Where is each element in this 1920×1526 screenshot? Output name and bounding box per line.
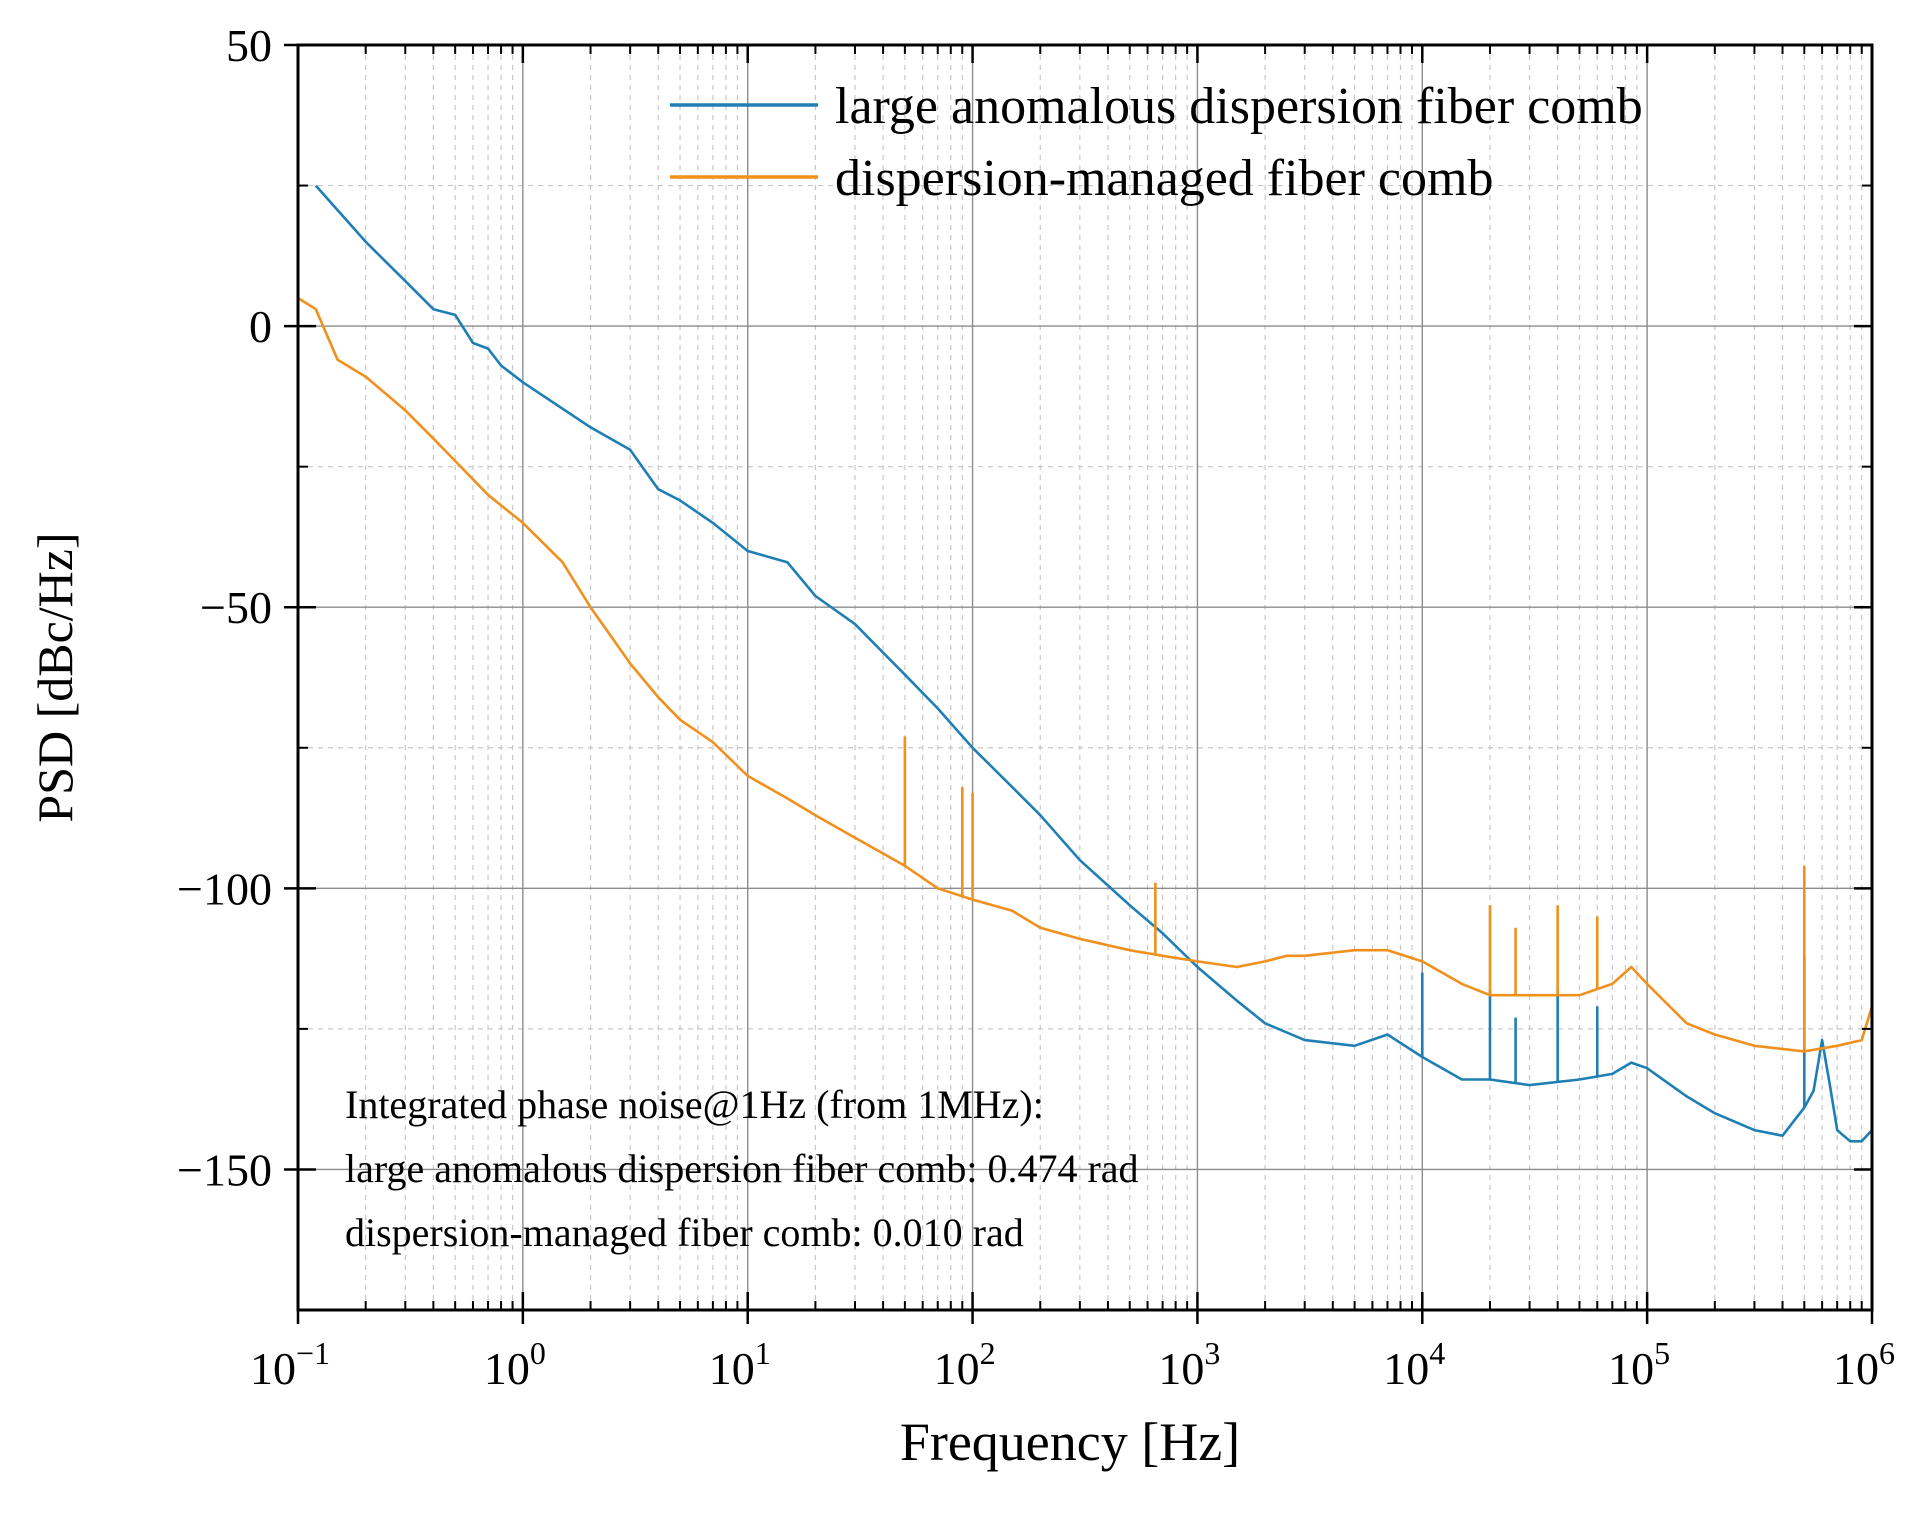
y-tick-label: −150 xyxy=(177,1144,272,1195)
x-tick-label: 106 xyxy=(1833,1335,1895,1394)
axis-ticks xyxy=(284,43,1874,1324)
x-tick-label: 103 xyxy=(1158,1335,1220,1394)
integrated-noise-annotation: Integrated phase noise@1Hz (from 1MHz): … xyxy=(345,1082,1139,1255)
series-line-0 xyxy=(314,184,1873,1143)
x-axis-label: Frequency [Hz] xyxy=(900,1412,1240,1472)
x-tick-label: 10−1 xyxy=(250,1335,330,1394)
y-tick-label: −100 xyxy=(177,863,272,914)
annotation-line-dispersion-managed: dispersion-managed fiber comb: 0.010 rad xyxy=(345,1210,1024,1255)
annotation-line-large-anomalous: large anomalous dispersion fiber comb: 0… xyxy=(345,1146,1139,1191)
plot-frame xyxy=(296,43,1874,1312)
grid-major xyxy=(298,45,1872,1310)
series-line-1 xyxy=(297,296,1874,1053)
y-axis-label: PSD [dBc/Hz] xyxy=(27,532,83,822)
legend-label-large-anomalous: large anomalous dispersion fiber comb xyxy=(835,78,1643,135)
y-tick-label: 0 xyxy=(249,301,272,352)
legend-label-dispersion-managed: dispersion-managed fiber comb xyxy=(835,150,1493,207)
x-tick-label: 104 xyxy=(1383,1335,1445,1394)
legend: large anomalous dispersion fiber comb di… xyxy=(670,78,1643,207)
plot-series xyxy=(297,184,1874,1143)
grid-minor xyxy=(298,45,1872,1311)
x-tick-label: 101 xyxy=(709,1335,771,1394)
x-tick-label: 102 xyxy=(934,1335,996,1394)
x-tick-label: 100 xyxy=(484,1335,546,1394)
y-tick-label: −50 xyxy=(200,582,272,633)
tick-labels: 10−1 100 101 102 103 104 105 106 50 0 −50 −100 −150 xyxy=(177,20,1895,1394)
y-tick-label: 50 xyxy=(226,20,272,71)
annotation-line-title: Integrated phase noise@1Hz (from 1MHz): xyxy=(345,1082,1044,1127)
x-tick-label: 105 xyxy=(1608,1335,1670,1394)
